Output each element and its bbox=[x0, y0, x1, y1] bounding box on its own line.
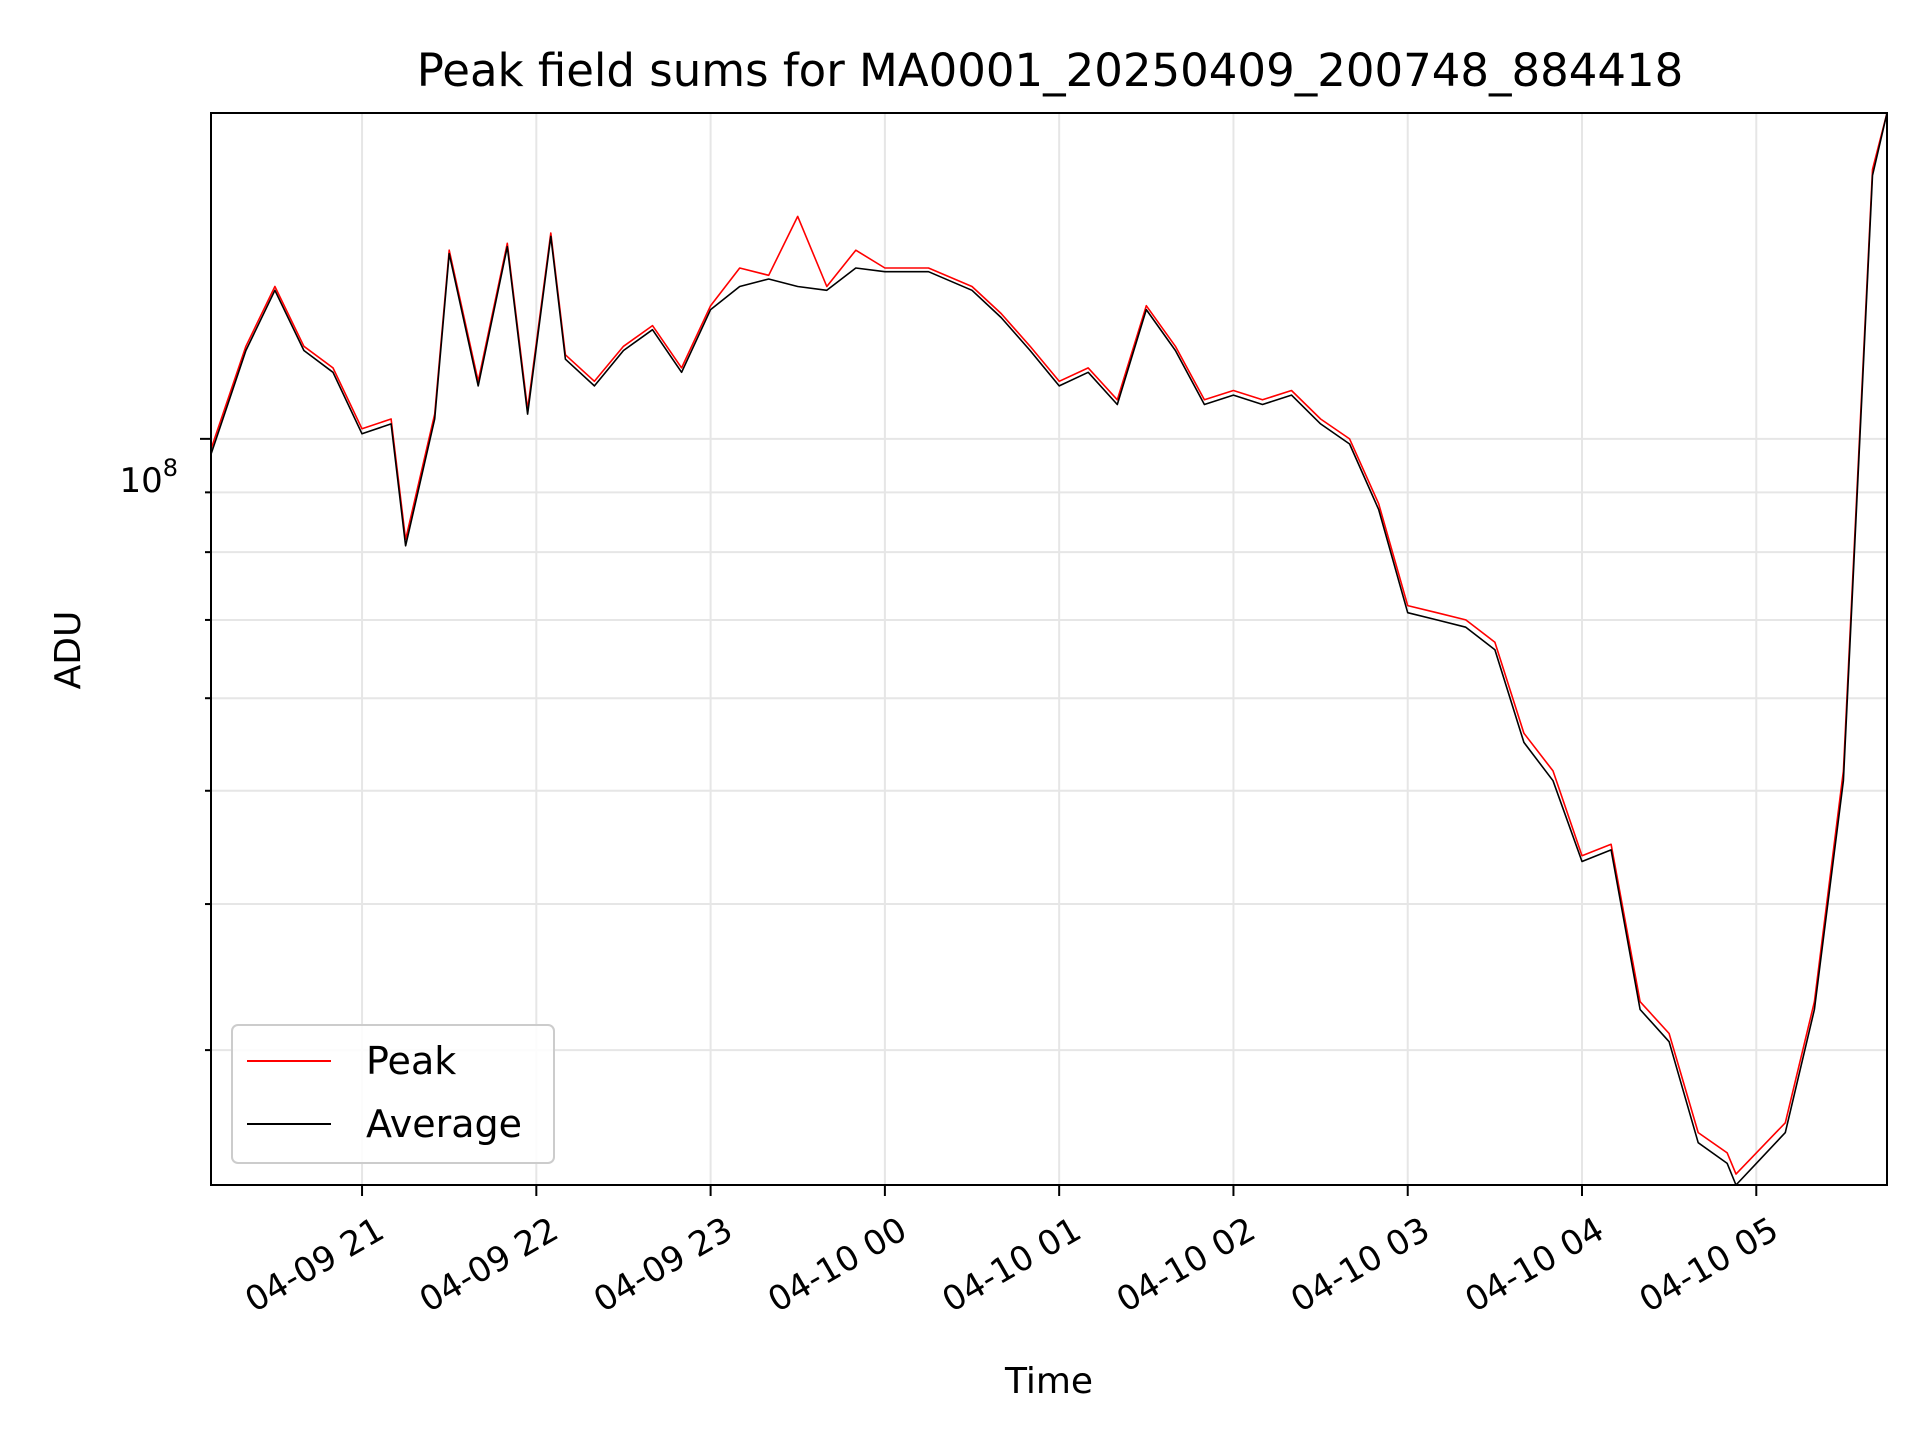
x-axis-label: Time bbox=[1004, 1361, 1093, 1402]
series-line-average bbox=[210, 112, 1888, 1186]
y-axis-label: ADU bbox=[48, 611, 89, 690]
legend-peak-label: Peak bbox=[366, 1039, 456, 1083]
y-axis: 108 bbox=[119, 437, 211, 1052]
chart-title: Peak field sums for MA0001_20250409_2007… bbox=[417, 44, 1684, 97]
grid bbox=[211, 113, 1887, 1185]
y-tick-label: 108 bbox=[119, 454, 178, 501]
legend-box bbox=[231, 1024, 555, 1164]
legend-average-label: Average bbox=[366, 1102, 522, 1146]
legend: Peak Average bbox=[231, 1024, 555, 1164]
series-line-peak bbox=[210, 112, 1888, 1175]
series-layer bbox=[210, 112, 1888, 1186]
plot-frame bbox=[210, 112, 1888, 1186]
